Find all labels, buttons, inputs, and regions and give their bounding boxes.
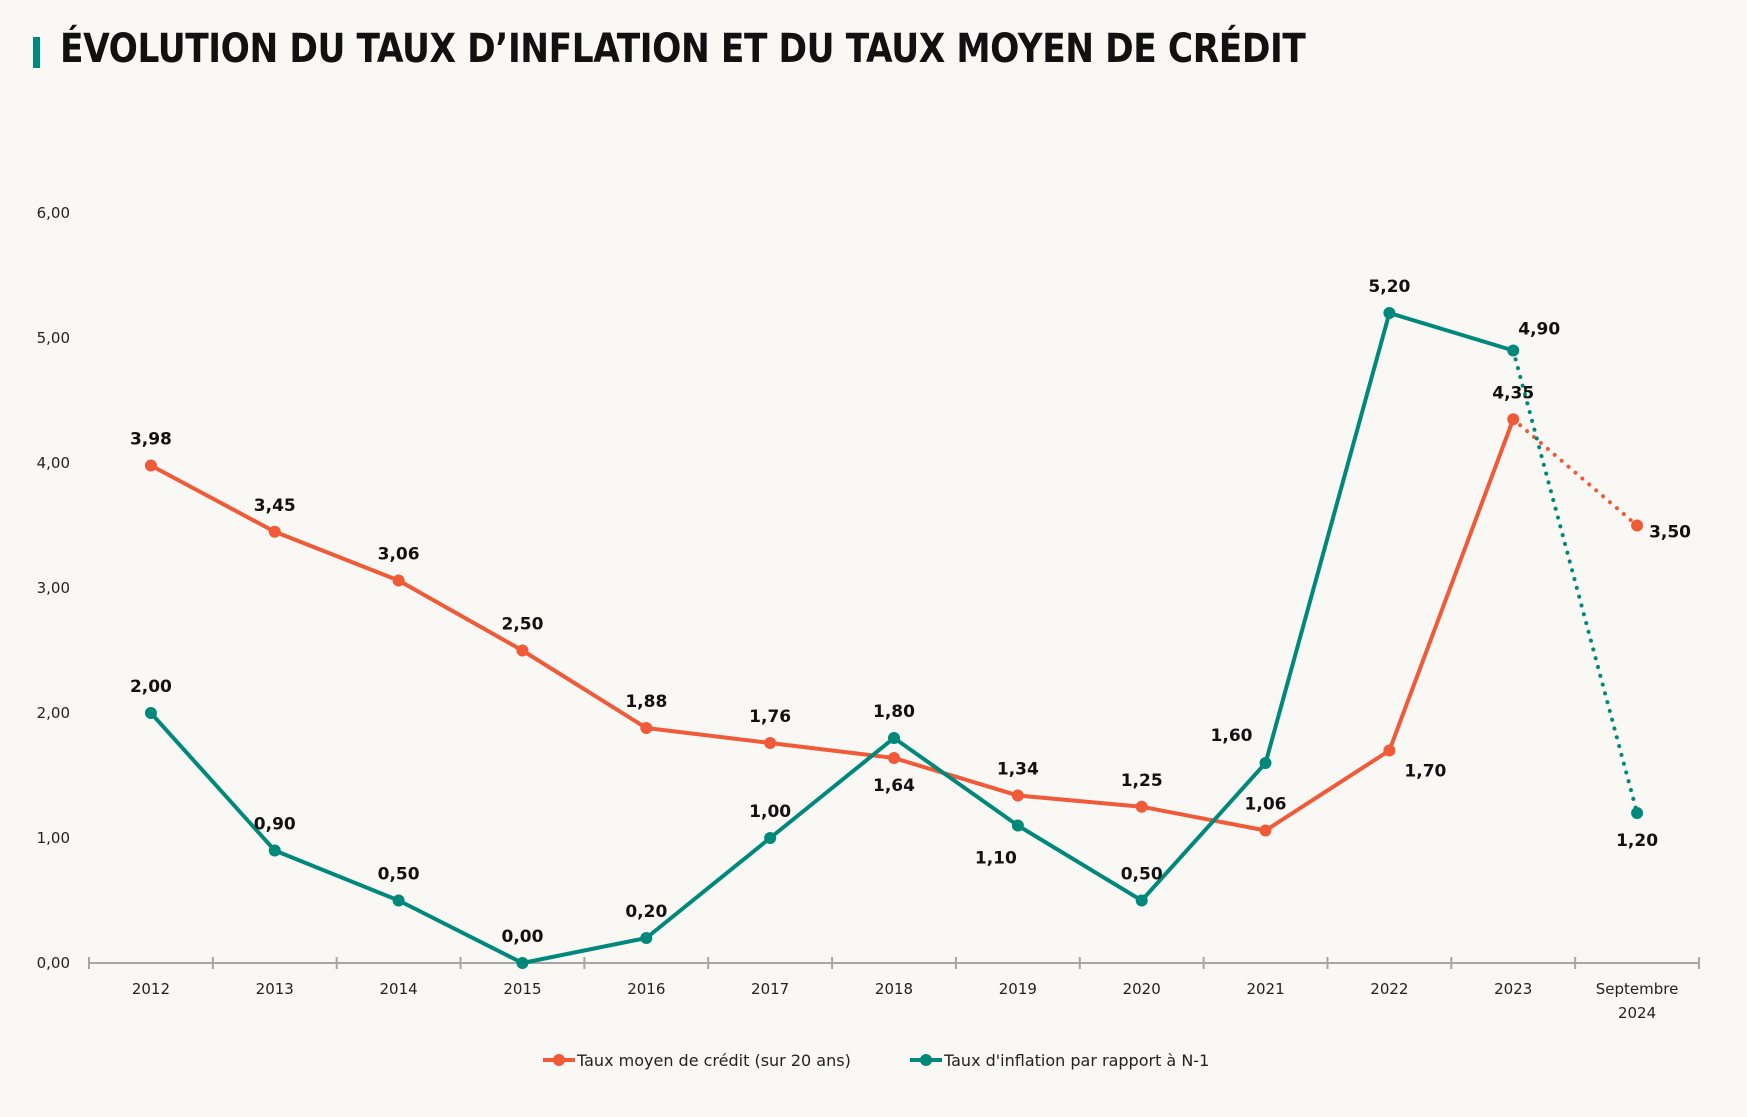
- data-point: [1631, 519, 1644, 532]
- data-label: 1,00: [749, 802, 791, 822]
- data-label: 0,20: [625, 902, 667, 922]
- data-label: 1,60: [1211, 726, 1253, 746]
- data-point: [1383, 744, 1396, 757]
- axes: 0,00 1,00 2,00 3,00 4,00 5,00 6,00 2012 2013 2014…: [37, 204, 1700, 1022]
- data-label: 3,50: [1649, 523, 1691, 543]
- x-tick-label: 2023: [1494, 980, 1532, 998]
- x-tick-label: 2015: [503, 980, 541, 998]
- x-tick-label: 2017: [751, 980, 789, 998]
- data-label: 1,34: [997, 760, 1039, 780]
- x-tick-label: 2018: [875, 980, 913, 998]
- data-label: 0,50: [378, 865, 420, 885]
- data-point: [392, 574, 405, 587]
- data-label: 1,70: [1404, 762, 1446, 782]
- y-tick-label: 0,00: [37, 954, 70, 972]
- data-label: 1,64: [873, 776, 915, 796]
- data-label: 0,90: [254, 815, 296, 835]
- legend: Taux moyen de crédit (sur 20 ans) Taux d'…: [543, 1051, 1209, 1070]
- data-point: [1507, 413, 1520, 426]
- chart-title: ÉVOLUTION DU TAUX D’INFLATION ET DU TAUX…: [60, 26, 1306, 72]
- data-label: 0,00: [501, 927, 543, 947]
- data-label: 1,76: [749, 707, 791, 727]
- data-point: [516, 957, 529, 969]
- y-tick-label: 2,00: [37, 704, 70, 722]
- data-point: [144, 707, 157, 719]
- data-label: 2,50: [501, 615, 543, 635]
- data-label: 4,90: [1518, 320, 1560, 340]
- data-label: 3,45: [254, 496, 296, 516]
- legend-label: Taux moyen de crédit (sur 20 ans): [576, 1051, 851, 1070]
- data-point: [764, 832, 777, 844]
- series-lines: [144, 307, 1644, 969]
- x-tick-label: 2020: [1123, 980, 1161, 998]
- data-point: [888, 732, 900, 744]
- data-point: [1259, 757, 1272, 769]
- data-point: [516, 644, 529, 657]
- data-label: 1,06: [1245, 795, 1287, 815]
- data-point: [1383, 307, 1396, 319]
- x-tick-label: 2022: [1370, 980, 1408, 998]
- title-accent-bar: [33, 37, 40, 68]
- data-point: [268, 844, 281, 857]
- x-tick-label: 2016: [627, 980, 665, 998]
- data-point: [1011, 819, 1024, 832]
- data-point: [1135, 894, 1148, 907]
- x-tick-label: 2013: [256, 980, 294, 998]
- data-label: 2,00: [130, 677, 172, 697]
- legend-item: Taux d'inflation par rapport à N-1: [910, 1051, 1209, 1070]
- data-point: [640, 932, 653, 944]
- data-point: [268, 525, 281, 538]
- series-line: [149, 418, 1516, 833]
- data-label: 1,20: [1616, 831, 1658, 851]
- x-tick-label: 2019: [999, 980, 1037, 998]
- legend-label: Taux d'inflation par rapport à N-1: [943, 1051, 1209, 1070]
- legend-marker: [553, 1054, 565, 1066]
- data-label: 3,98: [130, 430, 172, 450]
- y-tick-label: 6,00: [37, 204, 70, 222]
- data-point: [1631, 807, 1644, 819]
- data-point: [144, 459, 157, 472]
- data-point: [1507, 344, 1520, 357]
- x-tick-label: 2012: [132, 980, 170, 998]
- series-projection-dotted-line: [1511, 348, 1640, 815]
- data-point: [640, 722, 653, 734]
- data-label: 0,50: [1121, 865, 1163, 885]
- x-tick-label: 2014: [380, 980, 418, 998]
- y-tick-label: 5,00: [37, 329, 70, 347]
- data-label: 1,88: [625, 692, 667, 712]
- data-label: 4,35: [1492, 383, 1534, 403]
- data-label: 1,10: [975, 849, 1017, 869]
- data-label: 3,06: [378, 545, 420, 565]
- data-point: [1259, 824, 1272, 837]
- series-projection-dotted-line: [1511, 417, 1640, 528]
- series-line: [149, 311, 1514, 965]
- data-point: [392, 894, 405, 907]
- data-label: 1,80: [873, 702, 915, 722]
- legend-item: Taux moyen de crédit (sur 20 ans): [543, 1051, 851, 1070]
- y-tick-label: 1,00: [37, 829, 70, 847]
- legend-marker: [920, 1054, 932, 1066]
- x-tick-label: 2021: [1246, 980, 1284, 998]
- data-point: [1135, 800, 1148, 813]
- data-point: [888, 752, 900, 764]
- data-labels: 3,98 3,45 3,06 2,50 1,88 1,76 1,64 1,34 1,25 1,06…: [130, 277, 1691, 947]
- data-point: [1011, 789, 1024, 802]
- y-tick-label: 3,00: [37, 579, 70, 597]
- data-label: 5,20: [1368, 277, 1410, 297]
- data-point: [764, 737, 777, 749]
- y-tick-label: 4,00: [37, 454, 70, 472]
- x-tick-label: Septembre 2024: [1596, 980, 1679, 1022]
- data-label: 1,25: [1121, 771, 1163, 791]
